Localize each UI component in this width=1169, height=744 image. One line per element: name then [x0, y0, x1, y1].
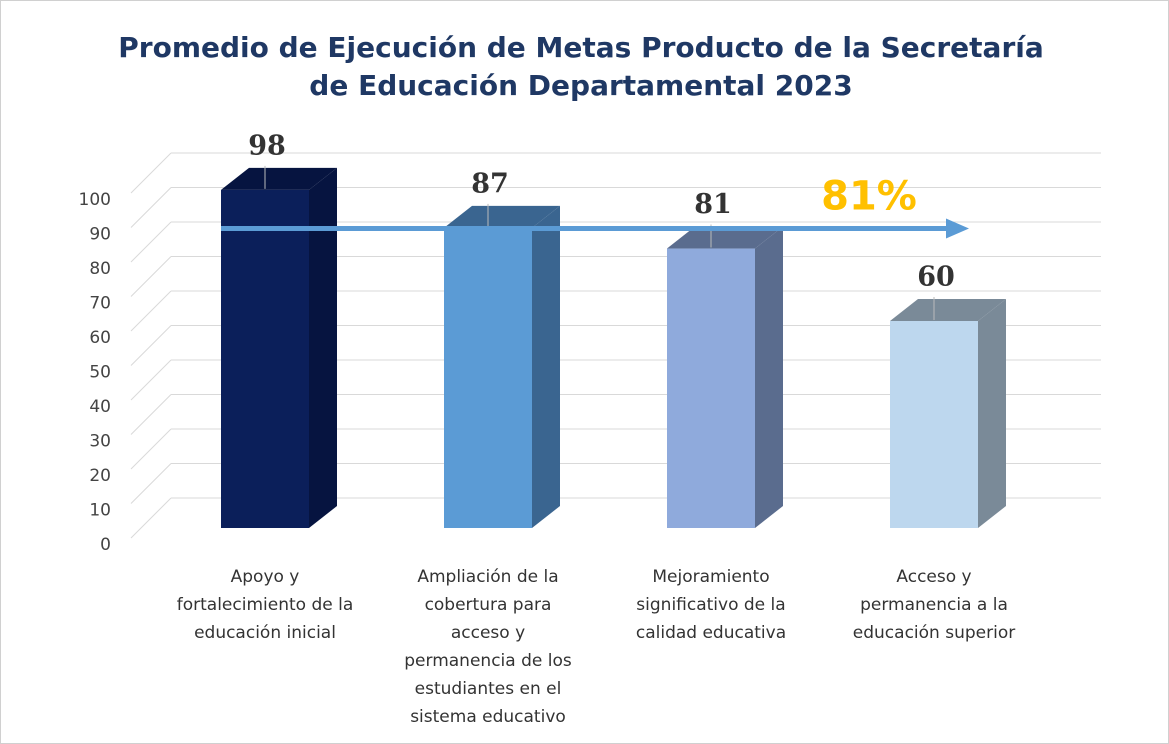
bar [667, 248, 755, 529]
y-tick-label: 60 [89, 328, 111, 348]
bar [444, 227, 532, 528]
grid-line [130, 428, 172, 470]
x-tick-label: Mejoramiento significativo de la calidad… [635, 567, 787, 643]
x-tick-label: Ampliación de la cobertura para acceso y… [404, 567, 572, 727]
y-tick-label: 20 [89, 466, 111, 486]
y-tick-label: 90 [89, 225, 111, 245]
bar [890, 321, 978, 528]
chart-title: Promedio de Ejecución de Metas Producto … [118, 31, 1044, 102]
y-tick-label: 50 [89, 363, 111, 383]
bar [221, 189, 309, 528]
y-tick-label: 80 [89, 259, 111, 279]
x-tick-label: Acceso y permanencia a la educación supe… [852, 567, 1016, 643]
bar-top [890, 299, 1006, 321]
grid-line [130, 256, 172, 297]
grid-line [130, 463, 172, 504]
y-tick-label: 40 [89, 397, 111, 417]
grid-line [130, 359, 172, 401]
y-tick-label: 10 [89, 501, 111, 521]
grid-line [130, 290, 172, 332]
y-tick-label: 100 [79, 190, 111, 210]
average-arrow-head [946, 218, 969, 239]
grid-line [130, 221, 172, 263]
bar-side [978, 299, 1006, 528]
grid-line [130, 187, 172, 228]
x-tick-label: Apoyo y fortalecimiento de la educación … [176, 567, 354, 643]
y-tick-label: 70 [89, 294, 111, 314]
grid-line [130, 497, 172, 539]
grid-line [130, 394, 172, 435]
bar-top [667, 226, 783, 249]
value-label: 60 [917, 262, 955, 293]
bar-side [532, 205, 560, 528]
average-label: 81% [821, 174, 917, 220]
value-label: 87 [471, 168, 509, 199]
value-label: 81 [694, 189, 732, 220]
bar-side [309, 167, 337, 528]
bar-top [444, 205, 560, 228]
bar-top [221, 167, 337, 190]
y-tick-label: 0 [100, 535, 111, 555]
grid-line [130, 325, 172, 366]
grid-line [130, 152, 172, 194]
y-tick-label: 30 [89, 432, 111, 452]
value-label: 98 [248, 130, 286, 161]
bar-side [755, 226, 783, 529]
